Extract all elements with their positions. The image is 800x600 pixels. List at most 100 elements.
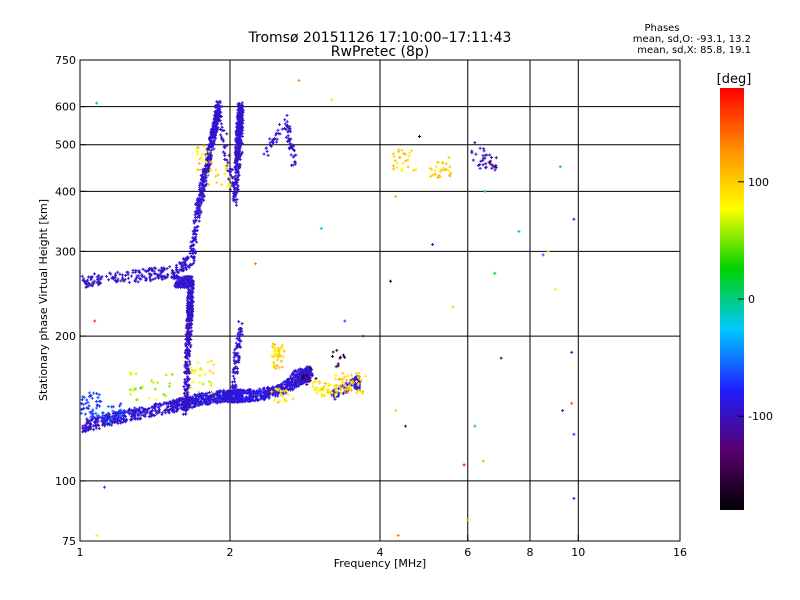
echo-point xyxy=(89,283,93,287)
echo-point xyxy=(177,281,181,285)
echo-point xyxy=(208,397,212,401)
echo-point xyxy=(236,178,240,182)
echo-point xyxy=(113,275,117,279)
echo-point xyxy=(462,463,466,467)
echo-point xyxy=(87,391,91,395)
echo-point xyxy=(127,280,131,284)
echo-point xyxy=(280,127,284,131)
echo-point xyxy=(280,394,284,398)
echo-point xyxy=(488,162,492,166)
echo-point xyxy=(490,166,494,170)
echo-point xyxy=(209,401,213,405)
echo-point xyxy=(570,350,574,354)
echo-point xyxy=(231,168,235,172)
echo-point xyxy=(106,405,110,408)
echo-point xyxy=(199,210,203,214)
echo-point xyxy=(193,210,197,214)
echo-point xyxy=(311,382,315,386)
echo-point xyxy=(334,373,338,377)
echo-point xyxy=(235,344,239,348)
echo-point xyxy=(364,374,368,378)
echo-point xyxy=(205,402,209,406)
echo-point xyxy=(271,391,275,395)
echo-point xyxy=(221,139,225,143)
echo-point xyxy=(277,366,281,370)
echo-point xyxy=(355,385,359,389)
echo-point xyxy=(280,343,284,347)
echo-point xyxy=(270,144,274,148)
echo-point xyxy=(392,167,396,171)
echo-point xyxy=(87,426,91,430)
echo-point xyxy=(180,265,184,269)
echo-point xyxy=(88,423,92,427)
echo-point xyxy=(185,279,189,283)
echo-point xyxy=(153,387,157,391)
y-tick-label: 200 xyxy=(55,330,76,343)
echo-point xyxy=(124,274,128,278)
echo-point xyxy=(315,391,319,395)
echo-point xyxy=(410,149,414,153)
echo-point xyxy=(139,277,143,281)
echo-point xyxy=(156,381,160,385)
echo-point xyxy=(489,159,493,163)
echo-point xyxy=(182,398,186,402)
echo-point xyxy=(84,402,88,406)
echo-point xyxy=(283,118,287,122)
echo-point xyxy=(108,271,112,275)
echo-point xyxy=(289,374,293,378)
echo-point xyxy=(229,175,233,179)
echo-point xyxy=(191,296,195,300)
echo-point xyxy=(267,386,271,390)
echo-point xyxy=(258,387,262,391)
echo-point xyxy=(223,144,227,148)
echo-point xyxy=(296,377,300,381)
echo-point xyxy=(339,391,343,395)
echo-point xyxy=(442,166,446,170)
echo-point xyxy=(301,368,305,372)
echo-point xyxy=(286,134,290,138)
echo-point xyxy=(87,420,91,424)
echo-point xyxy=(223,391,227,395)
echo-point xyxy=(183,370,187,374)
echo-point xyxy=(290,373,294,377)
echo-point xyxy=(227,169,231,173)
echo-point xyxy=(206,360,210,364)
echo-point xyxy=(185,345,189,349)
echo-point xyxy=(201,382,205,386)
echo-point xyxy=(183,275,187,279)
echo-point xyxy=(186,256,190,260)
x-tick-label: 8 xyxy=(527,546,534,559)
echo-point xyxy=(234,152,238,156)
echo-point xyxy=(334,394,338,398)
echo-point xyxy=(237,331,241,335)
echo-point xyxy=(133,410,137,414)
echo-point xyxy=(273,352,277,356)
echo-point xyxy=(183,405,187,409)
echo-point xyxy=(199,398,203,402)
echo-point xyxy=(185,396,189,400)
echo-point xyxy=(187,352,191,356)
echo-point xyxy=(92,428,96,432)
echo-point xyxy=(190,263,194,267)
echo-point xyxy=(183,382,187,386)
echo-point xyxy=(240,329,244,333)
echo-point xyxy=(185,267,189,271)
echo-point xyxy=(333,385,337,389)
echo-point xyxy=(331,393,335,397)
echo-point xyxy=(237,154,241,158)
echo-point xyxy=(90,396,94,400)
echo-point xyxy=(310,372,314,376)
echo-point xyxy=(262,152,266,156)
echo-point xyxy=(199,193,203,197)
echo-point xyxy=(439,168,443,172)
echo-point xyxy=(293,369,297,373)
echo-point xyxy=(197,403,201,407)
echo-point xyxy=(180,268,184,272)
echo-point xyxy=(304,366,308,370)
echo-point xyxy=(448,165,452,169)
echo-point xyxy=(231,397,235,401)
echo-point xyxy=(314,380,318,384)
echo-point xyxy=(292,149,296,153)
echo-point xyxy=(232,377,236,381)
echo-point xyxy=(140,413,144,417)
